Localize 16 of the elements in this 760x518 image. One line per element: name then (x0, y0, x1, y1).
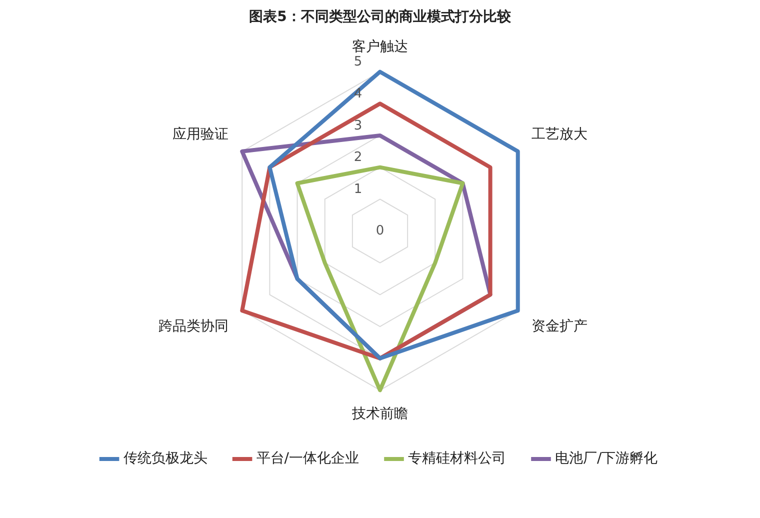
spoke-label: 跨品类协同 (158, 318, 228, 335)
spoke-label: 资金扩产 (532, 318, 588, 335)
legend-label: 电池厂/下游孵化 (555, 450, 658, 467)
y-tick-label: 3 (354, 118, 362, 134)
y-tick-label: 5 (354, 54, 362, 70)
legend-label: 专精硅材料公司 (408, 450, 506, 467)
legend-label: 平台/一体化企业 (256, 450, 359, 467)
spoke-label: 客户触达 (352, 39, 408, 56)
y-tick-label: 1 (354, 182, 362, 198)
chart-title: 图表5：不同类型公司的商业模式打分比较 (248, 8, 512, 26)
y-tick-label: 2 (354, 150, 362, 166)
y-tick-label: 0 (376, 223, 384, 238)
spoke-label: 技术前瞻 (351, 406, 408, 422)
spoke-label: 工艺放大 (532, 126, 588, 143)
spoke-label: 应用验证 (172, 126, 228, 143)
legend-label: 传统负极龙头 (123, 450, 208, 467)
